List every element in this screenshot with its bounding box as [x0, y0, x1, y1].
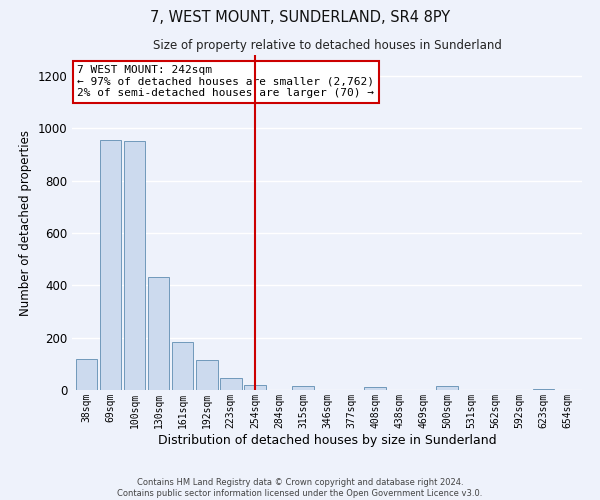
Bar: [292, 386, 314, 390]
Bar: [364, 387, 386, 390]
Bar: [436, 386, 458, 390]
Bar: [124, 142, 145, 390]
Bar: [148, 278, 169, 390]
Bar: [76, 358, 97, 390]
Bar: [244, 386, 266, 390]
Text: 7, WEST MOUNT, SUNDERLAND, SR4 8PY: 7, WEST MOUNT, SUNDERLAND, SR4 8PY: [150, 10, 450, 25]
Bar: [196, 360, 218, 390]
Title: Size of property relative to detached houses in Sunderland: Size of property relative to detached ho…: [152, 40, 502, 52]
Bar: [100, 140, 121, 390]
Bar: [220, 378, 242, 390]
Text: 7 WEST MOUNT: 242sqm
← 97% of detached houses are smaller (2,762)
2% of semi-det: 7 WEST MOUNT: 242sqm ← 97% of detached h…: [77, 65, 374, 98]
Y-axis label: Number of detached properties: Number of detached properties: [19, 130, 32, 316]
Text: Contains HM Land Registry data © Crown copyright and database right 2024.
Contai: Contains HM Land Registry data © Crown c…: [118, 478, 482, 498]
X-axis label: Distribution of detached houses by size in Sunderland: Distribution of detached houses by size …: [158, 434, 496, 446]
Bar: [533, 388, 554, 390]
Bar: [172, 342, 193, 390]
